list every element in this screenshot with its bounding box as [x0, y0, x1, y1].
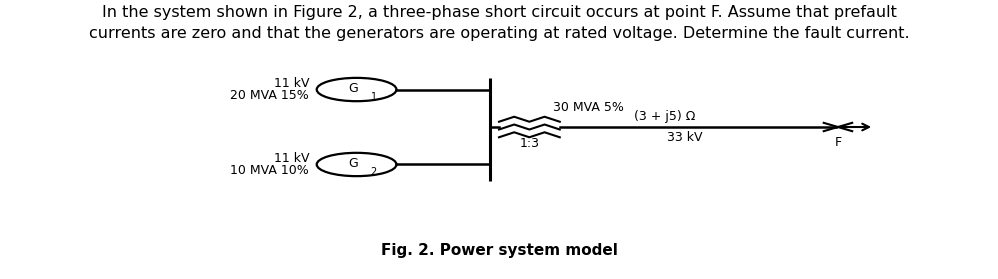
Text: 11 kV: 11 kV	[273, 77, 309, 90]
Text: G: G	[348, 82, 357, 95]
Text: 11 kV: 11 kV	[273, 152, 309, 165]
Text: currents are zero and that the generators are operating at rated voltage. Determ: currents are zero and that the generator…	[89, 26, 909, 41]
Text: 1:3: 1:3	[519, 137, 539, 150]
Text: Fig. 2. Power system model: Fig. 2. Power system model	[380, 243, 618, 258]
Text: 2: 2	[370, 167, 377, 177]
Text: 1: 1	[370, 92, 376, 102]
Text: F: F	[834, 136, 841, 149]
Text: 30 MVA 5%: 30 MVA 5%	[553, 100, 624, 114]
Text: In the system shown in Figure 2, a three-phase short circuit occurs at point F. : In the system shown in Figure 2, a three…	[102, 5, 896, 20]
Text: G: G	[348, 157, 357, 170]
Text: 10 MVA 10%: 10 MVA 10%	[231, 164, 309, 177]
Text: (3 + j5) Ω: (3 + j5) Ω	[634, 110, 696, 123]
Text: 20 MVA 15%: 20 MVA 15%	[231, 89, 309, 102]
Text: 33 kV: 33 kV	[667, 131, 703, 144]
